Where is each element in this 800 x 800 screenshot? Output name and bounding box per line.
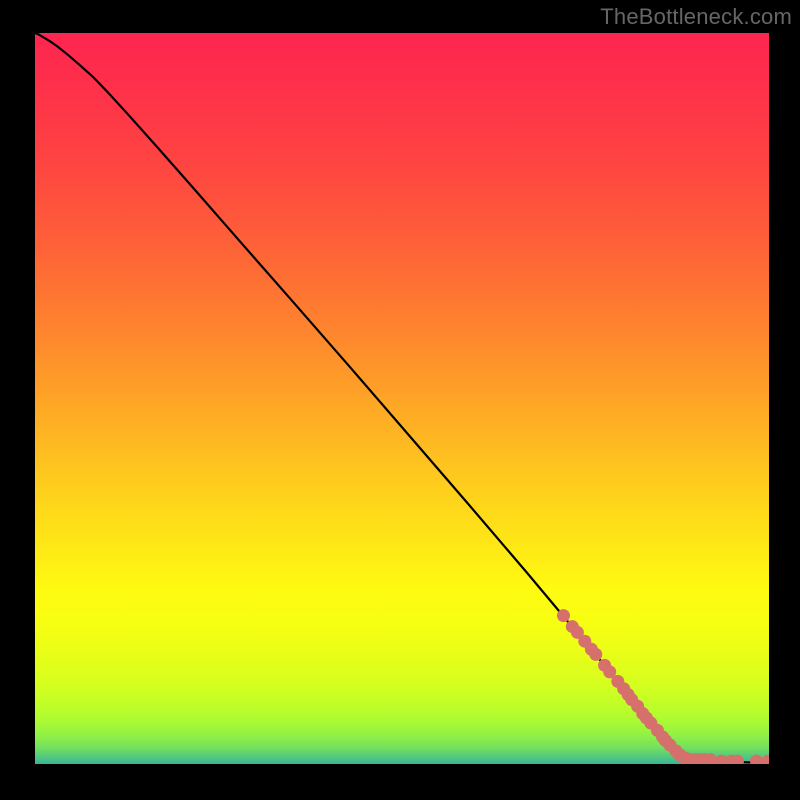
watermark-text: TheBottleneck.com	[600, 4, 792, 30]
marker-point	[589, 648, 602, 661]
chart-plot	[35, 33, 769, 764]
gradient-background	[35, 33, 769, 764]
marker-point	[557, 609, 570, 622]
